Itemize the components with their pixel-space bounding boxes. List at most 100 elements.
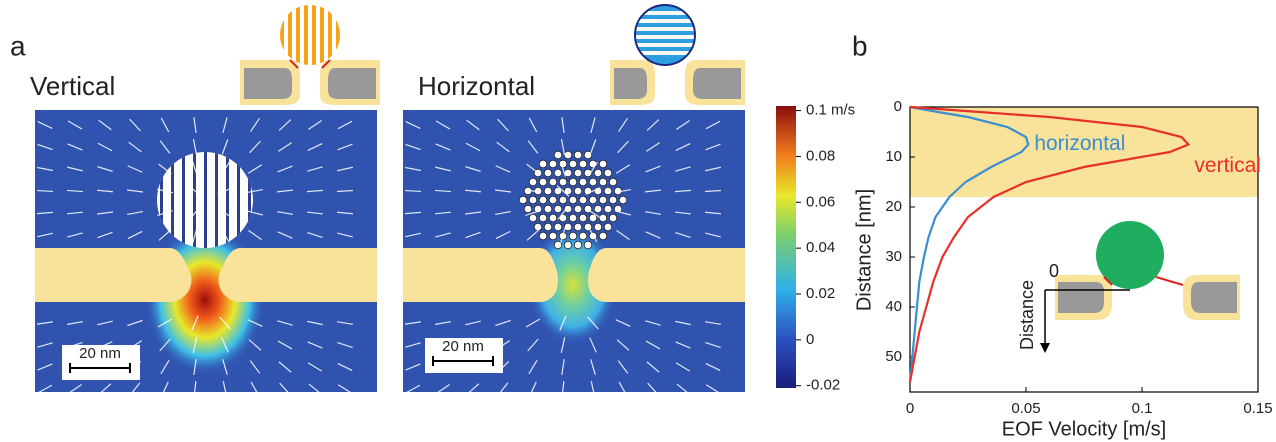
particle-dot — [528, 195, 538, 205]
panel-label: a — [10, 30, 26, 61]
flow-arrow — [337, 321, 353, 325]
particle-dot — [568, 213, 578, 223]
flow-arrow — [561, 358, 565, 376]
flow-arrow — [646, 119, 660, 131]
flow-arrow — [96, 211, 114, 215]
flow-arrow — [590, 117, 596, 133]
x-tick-label: 0.05 — [1011, 400, 1040, 417]
vertical-icon — [240, 5, 380, 105]
flow-arrow — [495, 230, 511, 240]
particle-dot — [543, 186, 553, 196]
flow-arrow — [615, 319, 631, 327]
flow-arrow — [127, 165, 143, 173]
flow-arrow — [675, 320, 691, 326]
flow-arrow — [68, 383, 82, 395]
flow-arrow — [98, 383, 112, 395]
particle-dot — [588, 177, 598, 187]
flow-arrow — [337, 120, 353, 130]
flow-arrow — [405, 342, 421, 348]
y-tick-label: 50 — [885, 348, 902, 365]
flow-arrow — [494, 189, 512, 193]
flow-arrow — [157, 318, 173, 328]
particle-dot — [603, 222, 613, 232]
flow-arrow — [193, 116, 197, 134]
flow-arrow — [336, 189, 354, 193]
particle-dot — [543, 204, 553, 214]
flow-arrow — [191, 315, 199, 331]
flow-arrow — [159, 140, 171, 154]
flow-arrow — [465, 142, 481, 152]
flow-arrow — [676, 383, 690, 395]
flow-arrow — [222, 381, 228, 397]
flow-arrow — [497, 118, 509, 132]
flow-arrow — [528, 117, 538, 133]
particle-dot — [558, 195, 568, 205]
flow-arrow — [67, 120, 83, 130]
particle-dot — [573, 222, 583, 232]
flow-arrow — [98, 119, 112, 131]
colorbar-tick-label: 0 — [806, 331, 814, 348]
flow-arrow — [159, 338, 171, 352]
flow-arrow — [307, 362, 323, 372]
flow-arrow — [587, 316, 599, 330]
flow-arrow — [37, 232, 53, 238]
flow-arrow — [337, 232, 353, 238]
flow-arrow — [37, 143, 53, 151]
flow-arrow — [97, 166, 113, 172]
particle-dot — [603, 168, 613, 178]
particle-dot — [548, 159, 558, 169]
flow-arrow — [617, 360, 629, 374]
flow-arrow — [645, 142, 661, 152]
flow-arrow — [277, 211, 293, 215]
flow-arrow — [556, 185, 570, 197]
line — [908, 105, 1191, 383]
flow-arrow — [466, 383, 480, 395]
flow-arrow — [528, 359, 538, 375]
flow-arrow — [97, 231, 113, 239]
particle-dot — [548, 195, 558, 205]
flow-arrow — [404, 189, 422, 193]
highlight-band — [910, 107, 1258, 197]
flow-arrow — [276, 189, 294, 193]
flow-arrow — [307, 320, 323, 326]
flow-arrow — [616, 229, 630, 241]
flow-arrow — [588, 227, 598, 243]
flow-arrow — [129, 118, 141, 132]
inset: 0 Distance — [1017, 221, 1240, 353]
flow-arrow — [434, 211, 452, 215]
particle-dot — [558, 177, 568, 187]
particle-dot — [558, 213, 568, 223]
flow-arrow — [250, 118, 260, 132]
flow-arrow — [435, 143, 451, 151]
flow-arrow — [674, 211, 692, 215]
flow-arrow — [307, 341, 323, 349]
particle-dot — [548, 213, 558, 223]
flow-arrow — [589, 337, 597, 353]
colorbar-tick-label: 0.08 — [806, 147, 835, 164]
flow-arrow — [306, 211, 324, 215]
flow-arrow — [193, 380, 197, 398]
flow-arrow — [308, 383, 322, 395]
particle-dot — [608, 213, 618, 223]
flow-arrow — [405, 121, 421, 129]
flow-arrow — [192, 337, 198, 353]
y-axis-label: Distance [nm] — [853, 189, 875, 311]
particle-dot — [598, 195, 608, 205]
flow-arrow — [435, 232, 451, 238]
flow-arrow — [277, 320, 293, 326]
panel-label: b — [852, 30, 868, 61]
particle-dot — [588, 213, 598, 223]
scale-label: 20 nm — [79, 345, 121, 362]
flow-arrow — [405, 143, 421, 151]
flow-arrow — [188, 185, 202, 197]
flow-arrow — [645, 320, 661, 326]
scale-label: 20 nm — [442, 338, 484, 355]
plot-frame — [909, 106, 1259, 393]
particle-dot — [563, 204, 573, 214]
flow-arrow — [337, 384, 353, 394]
flow-arrow — [588, 161, 598, 177]
flow-arrow — [404, 321, 422, 325]
particle-dot — [593, 204, 603, 214]
colorbar — [776, 106, 796, 388]
